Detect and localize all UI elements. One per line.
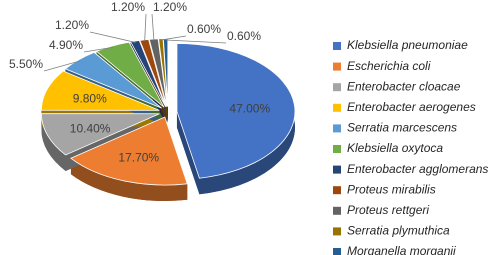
- data-label: 9.80%: [73, 92, 107, 106]
- data-label: 0.60%: [227, 29, 261, 43]
- slice: [41, 113, 160, 156]
- legend-label: Enterobacter agglomerans: [347, 162, 488, 176]
- leader-line: [144, 13, 147, 42]
- legend-swatch: [333, 145, 341, 153]
- legend-label: Klebsiella pneumoniae: [347, 38, 468, 52]
- legend-swatch: [333, 83, 341, 92]
- legend-label: Proteus mirabilis: [347, 182, 436, 196]
- data-label: 1.20%: [55, 18, 89, 32]
- legend-swatch: [333, 206, 341, 215]
- slice: [130, 40, 167, 107]
- leader-line: [165, 39, 227, 44]
- legend-swatch: [333, 227, 341, 236]
- leader-line: [83, 46, 114, 53]
- legend-swatch: [333, 248, 341, 255]
- slice: [70, 116, 188, 186]
- legend-swatch: [333, 186, 341, 195]
- data-label: 4.90%: [49, 38, 83, 52]
- slice-side-arc: [41, 113, 66, 171]
- slice: [95, 41, 165, 108]
- legend-label: Enterobacter aerogenes: [347, 100, 476, 114]
- legend-label: Proteus rettgeri: [347, 203, 429, 217]
- data-label: 10.40%: [70, 121, 111, 135]
- legend-label: Morganella morganii: [347, 244, 456, 255]
- leader-line: [89, 31, 136, 43]
- legend: Klebsiella pneumoniae Escherichia coli Ent…: [333, 38, 488, 255]
- data-label: 17.70%: [118, 151, 159, 165]
- data-label: 1.20%: [153, 0, 187, 14]
- data-label: 0.60%: [187, 22, 221, 36]
- legend-swatch: [333, 103, 341, 112]
- slice-side-face: [176, 111, 200, 195]
- legend-swatch: [333, 165, 341, 174]
- slice: [64, 51, 162, 109]
- leader-line: [43, 60, 81, 72]
- data-label: 5.50%: [9, 57, 43, 71]
- legend-swatch: [333, 124, 341, 133]
- leader-line: [151, 13, 155, 41]
- slice: [41, 70, 160, 111]
- legend-swatch: [333, 42, 341, 50]
- legend-label: Escherichia coli: [347, 59, 431, 73]
- slice: [176, 43, 296, 179]
- slice-side-arc: [70, 158, 188, 202]
- legend-label: Enterobacter cloacae: [347, 79, 461, 93]
- legend-label: Klebsiella oxytoca: [347, 141, 443, 155]
- legend-swatch: [333, 62, 341, 71]
- legend-label: Serratia marcescens: [347, 121, 457, 135]
- leader-line: [160, 35, 187, 41]
- legend-label: Serratia plymuthica: [347, 224, 450, 238]
- data-label: 47.00%: [229, 102, 270, 116]
- data-label: 1.20%: [111, 0, 145, 14]
- slice: [139, 39, 167, 107]
